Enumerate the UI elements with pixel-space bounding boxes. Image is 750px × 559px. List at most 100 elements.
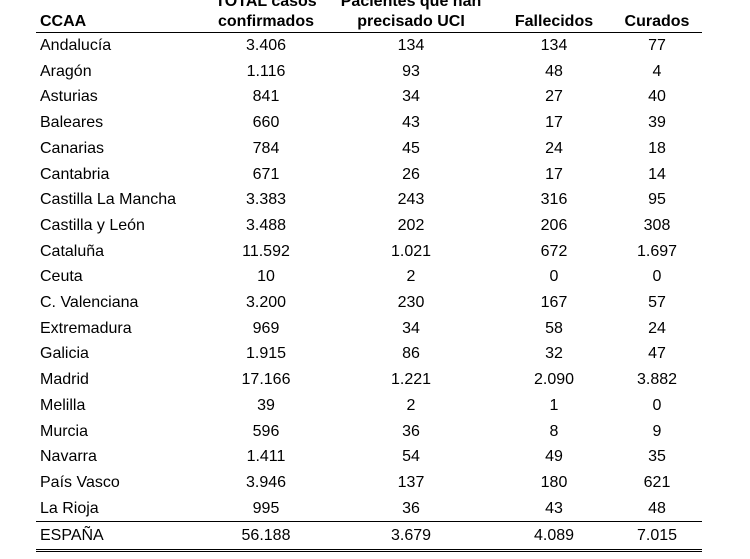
- ccaa-cell[interactable]: Ceuta: [40, 268, 83, 286]
- curados-cell[interactable]: 95: [648, 191, 666, 209]
- casos-cell[interactable]: 969: [252, 319, 280, 337]
- ccaa-cell[interactable]: Extremadura: [40, 319, 132, 337]
- casos-cell[interactable]: 3.946: [245, 473, 287, 491]
- curados-cell[interactable]: 9: [652, 422, 662, 440]
- curados-cell[interactable]: 24: [648, 319, 666, 337]
- ccaa-cell[interactable]: Aragón: [40, 62, 92, 80]
- header-total-casos[interactable]: TOTAL casos confirmados: [206, 0, 326, 33]
- uci-cell[interactable]: 1.221: [390, 371, 432, 389]
- header-ccaa[interactable]: CCAA: [36, 0, 206, 33]
- fallecidos-cell[interactable]: 167: [540, 294, 568, 312]
- uci-cell[interactable]: 34: [402, 319, 420, 337]
- fallecidos-cell[interactable]: 27: [545, 88, 563, 106]
- uci-cell[interactable]: 137: [397, 473, 425, 491]
- uci-cell[interactable]: 26: [402, 165, 420, 183]
- ccaa-cell[interactable]: Madrid: [40, 371, 89, 389]
- uci-cell[interactable]: 34: [402, 88, 420, 106]
- ccaa-cell[interactable]: País Vasco: [40, 473, 120, 491]
- fallecidos-cell[interactable]: 32: [545, 345, 563, 363]
- uci-cell[interactable]: 36: [402, 422, 420, 440]
- uci-cell[interactable]: 86: [402, 345, 420, 363]
- ccaa-cell[interactable]: Castilla y León: [40, 216, 145, 234]
- ccaa-cell[interactable]: Galicia: [40, 345, 89, 363]
- ccaa-cell[interactable]: Andalucía: [40, 37, 112, 54]
- ccaa-cell[interactable]: Asturias: [40, 88, 98, 106]
- casos-cell[interactable]: 39: [257, 396, 275, 414]
- uci-cell[interactable]: 2: [406, 268, 416, 286]
- ccaa-cell[interactable]: Melilla: [40, 396, 86, 414]
- curados-cell[interactable]: 77: [648, 37, 666, 54]
- uci-cell[interactable]: 93: [402, 62, 420, 80]
- curados-cell[interactable]: 0: [652, 396, 662, 414]
- casos-cell[interactable]: 660: [252, 114, 280, 132]
- casos-cell[interactable]: 671: [252, 165, 280, 183]
- fallecidos-cell[interactable]: 206: [540, 216, 568, 234]
- curados-cell[interactable]: 0: [652, 268, 662, 286]
- uci-cell[interactable]: 202: [397, 216, 425, 234]
- ccaa-cell[interactable]: La Rioja: [40, 499, 99, 517]
- header-fallecidos[interactable]: Fallecidos: [496, 0, 612, 33]
- casos-cell[interactable]: 841: [252, 88, 280, 106]
- uci-cell[interactable]: 36: [402, 499, 420, 517]
- total-fallecidos[interactable]: 4.089: [496, 521, 612, 553]
- fallecidos-cell[interactable]: 17: [545, 114, 563, 132]
- ccaa-cell[interactable]: Murcia: [40, 422, 89, 440]
- curados-cell[interactable]: 39: [648, 114, 666, 132]
- fallecidos-cell[interactable]: 134: [540, 37, 568, 54]
- casos-cell[interactable]: 3.406: [245, 37, 287, 54]
- fallecidos-cell[interactable]: 316: [540, 191, 568, 209]
- curados-cell[interactable]: 308: [643, 216, 671, 234]
- casos-cell[interactable]: 3.488: [245, 216, 287, 234]
- total-uci[interactable]: 3.679: [326, 521, 496, 553]
- casos-cell[interactable]: 1.411: [246, 448, 286, 466]
- casos-cell[interactable]: 1.915: [245, 345, 287, 363]
- casos-cell[interactable]: 596: [252, 422, 280, 440]
- curados-cell[interactable]: 4: [652, 62, 662, 80]
- fallecidos-cell[interactable]: 17: [545, 165, 563, 183]
- uci-cell[interactable]: 134: [397, 37, 425, 54]
- curados-cell[interactable]: 14: [648, 165, 666, 183]
- ccaa-cell[interactable]: Cantabria: [40, 165, 110, 183]
- ccaa-cell[interactable]: C. Valenciana: [40, 294, 139, 312]
- total-label[interactable]: ESPAÑA: [36, 521, 206, 553]
- casos-cell[interactable]: 3.200: [245, 294, 287, 312]
- header-curados[interactable]: Curados: [612, 0, 702, 33]
- fallecidos-cell[interactable]: 1: [549, 396, 559, 414]
- uci-cell[interactable]: 230: [397, 294, 425, 312]
- fallecidos-cell[interactable]: 58: [545, 319, 563, 337]
- fallecidos-cell[interactable]: 24: [545, 139, 563, 157]
- ccaa-cell[interactable]: Navarra: [40, 448, 97, 466]
- curados-cell[interactable]: 1.697: [636, 242, 678, 260]
- fallecidos-cell[interactable]: 0: [549, 268, 559, 286]
- casos-cell[interactable]: 1.116: [246, 62, 286, 80]
- uci-cell[interactable]: 2: [406, 396, 416, 414]
- ccaa-cell[interactable]: Canarias: [40, 139, 105, 157]
- casos-cell[interactable]: 11.592: [242, 242, 290, 260]
- casos-cell[interactable]: 10: [257, 268, 275, 286]
- fallecidos-cell[interactable]: 43: [545, 499, 563, 517]
- uci-cell[interactable]: 243: [397, 191, 425, 209]
- ccaa-cell[interactable]: Cataluña: [40, 242, 105, 260]
- total-casos[interactable]: 56.188: [206, 521, 326, 553]
- fallecidos-cell[interactable]: 49: [545, 448, 563, 466]
- fallecidos-cell[interactable]: 8: [549, 422, 559, 440]
- fallecidos-cell[interactable]: 48: [545, 62, 563, 80]
- casos-cell[interactable]: 17.166: [241, 371, 291, 389]
- header-uci[interactable]: Pacientes que han precisado UCI: [326, 0, 496, 33]
- total-curados[interactable]: 7.015: [612, 521, 702, 553]
- fallecidos-cell[interactable]: 180: [540, 473, 568, 491]
- curados-cell[interactable]: 3.882: [636, 371, 678, 389]
- casos-cell[interactable]: 3.383: [245, 191, 287, 209]
- curados-cell[interactable]: 48: [648, 499, 666, 517]
- curados-cell[interactable]: 18: [648, 139, 666, 157]
- curados-cell[interactable]: 40: [648, 88, 666, 106]
- casos-cell[interactable]: 995: [252, 499, 280, 517]
- uci-cell[interactable]: 1.021: [390, 242, 432, 260]
- uci-cell[interactable]: 54: [402, 448, 420, 466]
- curados-cell[interactable]: 621: [643, 473, 671, 491]
- curados-cell[interactable]: 47: [648, 345, 666, 363]
- uci-cell[interactable]: 45: [402, 139, 420, 157]
- ccaa-cell[interactable]: Castilla La Mancha: [40, 191, 177, 209]
- ccaa-cell[interactable]: Baleares: [40, 114, 104, 132]
- curados-cell[interactable]: 57: [648, 294, 666, 312]
